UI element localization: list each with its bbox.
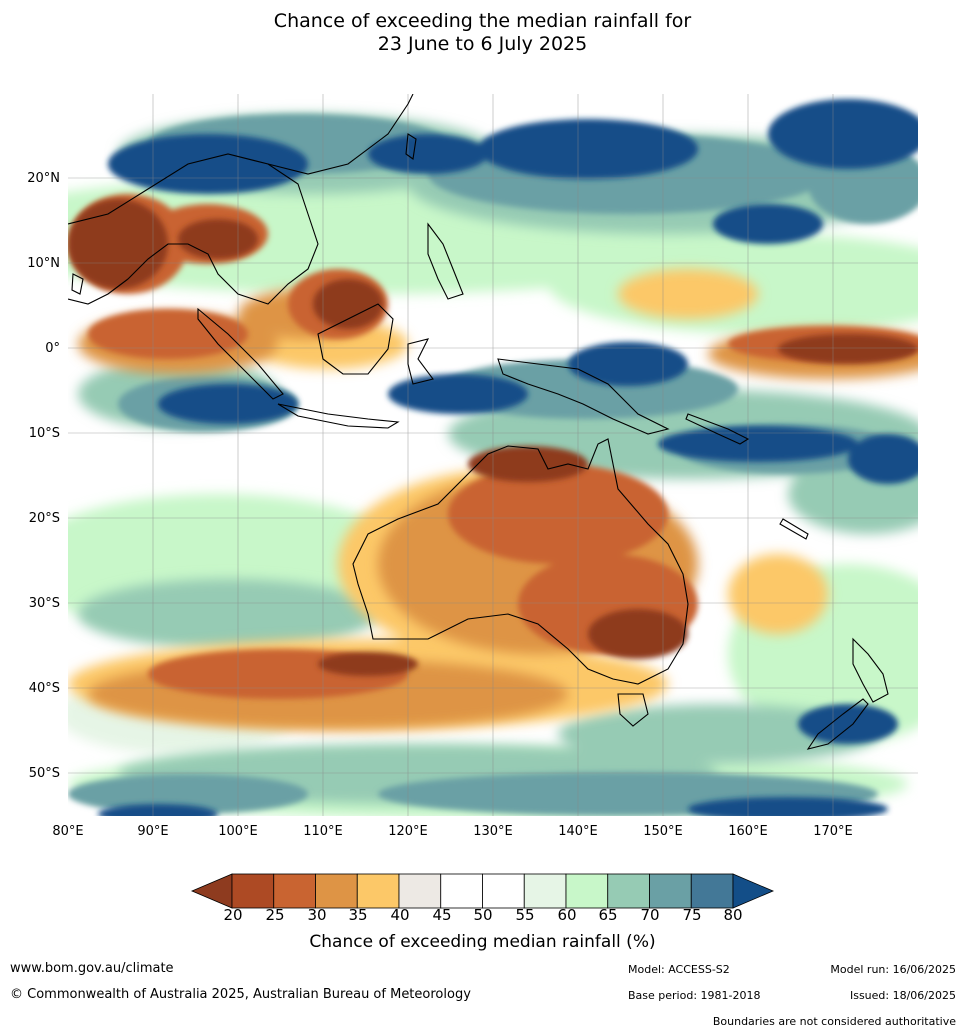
- new-zealand-north: [852, 637, 889, 703]
- rainfall-field: [68, 99, 918, 816]
- lat-label-50s: 50°S: [28, 766, 60, 781]
- lat-label-30s: 30°S: [28, 596, 60, 611]
- rainfall-map: [68, 94, 918, 816]
- colorbar-low-extend: [190, 873, 233, 909]
- colorbar-ticks: 20 25 30 35 40 45 50 55 60 65 70 75 80: [0, 906, 965, 926]
- lon-label-120e: 120°E: [388, 824, 428, 839]
- lon-label-100e: 100°E: [218, 824, 258, 839]
- cb-tick-35: 35: [348, 906, 368, 924]
- cb-tick-55: 55: [515, 906, 535, 924]
- lat-label-40s: 40°S: [28, 681, 60, 696]
- colorbar-segment: [398, 873, 442, 909]
- lon-label-80e: 80°E: [52, 824, 84, 839]
- colorbar-segment: [523, 873, 567, 909]
- cb-tick-80: 80: [723, 906, 743, 924]
- colorbar-segment: [231, 873, 275, 909]
- map-title: Chance of exceeding the median rainfall …: [0, 10, 965, 56]
- cb-tick-30: 30: [307, 906, 327, 924]
- colorbar-segment: [565, 873, 609, 909]
- new-zealand-south: [806, 698, 869, 750]
- colorbar-title: Chance of exceeding median rainfall (%): [309, 932, 656, 952]
- tasmania-coast: [617, 693, 649, 727]
- graticule: [68, 94, 918, 816]
- colorbar-segment: [273, 873, 316, 909]
- cb-tick-50: 50: [473, 906, 493, 924]
- new-caledonia-coast: [779, 518, 809, 540]
- lat-label-10n: 10°N: [27, 256, 60, 271]
- cb-tick-75: 75: [682, 906, 702, 924]
- issued-text: Issued: 18/06/2025: [849, 989, 956, 1002]
- coastlines: [68, 94, 889, 750]
- copyright-text: © Commonwealth of Australia 2025, Austra…: [10, 987, 471, 1002]
- lon-label-110e: 110°E: [303, 824, 343, 839]
- colorbar-segment: [607, 873, 650, 909]
- borneo-coast: [317, 303, 394, 375]
- colorbar-segments: [231, 873, 734, 909]
- colorbar-segment: [690, 873, 734, 909]
- sri-lanka-coast: [71, 273, 84, 295]
- cb-tick-20: 20: [223, 906, 243, 924]
- taiwan-coast: [405, 133, 417, 160]
- lat-label-0: 0°: [45, 341, 60, 356]
- colorbar-segment: [649, 873, 692, 909]
- lon-label-130e: 130°E: [473, 824, 513, 839]
- colorbar-segment: [356, 873, 400, 909]
- sulawesi-coast: [407, 338, 434, 385]
- lat-label-20n: 20°N: [27, 171, 60, 186]
- new-guinea-coast: [497, 358, 670, 435]
- model-run-text: Model run: 16/06/2025: [830, 963, 956, 976]
- australia-coast: [352, 438, 689, 685]
- colorbar-high-extend: [732, 873, 775, 909]
- model-text: Model: ACCESS-S2: [628, 963, 730, 976]
- java-coast: [277, 403, 400, 429]
- lon-label-90e: 90°E: [137, 824, 169, 839]
- sumatra-coast: [197, 307, 284, 400]
- map-canvas: [68, 94, 918, 816]
- cb-tick-65: 65: [598, 906, 618, 924]
- website-text: www.bom.gov.au/climate: [10, 961, 174, 976]
- solomon-islands: [685, 413, 750, 445]
- colorbar-segment: [482, 873, 525, 909]
- cb-tick-60: 60: [557, 906, 577, 924]
- disclaimer-text: Boundaries are not considered authoritat…: [712, 1015, 956, 1028]
- cb-tick-70: 70: [640, 906, 660, 924]
- colorbar-segment: [315, 873, 358, 909]
- lon-label-160e: 160°E: [728, 824, 768, 839]
- philippines-coast: [427, 222, 464, 300]
- lon-label-140e: 140°E: [558, 824, 598, 839]
- base-period-text: Base period: 1981-2018: [628, 989, 761, 1002]
- colorbar: [190, 873, 775, 909]
- lat-label-10s: 10°S: [28, 426, 60, 441]
- indochina-coast: [267, 94, 414, 175]
- cb-tick-40: 40: [390, 906, 410, 924]
- lon-label-150e: 150°E: [643, 824, 683, 839]
- lon-label-170e: 170°E: [813, 824, 853, 839]
- title-line-2: 23 June to 6 July 2025: [377, 33, 588, 55]
- cb-tick-45: 45: [432, 906, 452, 924]
- colorbar-segment: [440, 873, 483, 909]
- lat-label-20s: 20°S: [28, 511, 60, 526]
- asia-mainland-coast: [68, 153, 319, 305]
- cb-tick-25: 25: [265, 906, 285, 924]
- colorbar-graphic: [190, 873, 775, 909]
- title-line-1: Chance of exceeding the median rainfall …: [273, 10, 692, 32]
